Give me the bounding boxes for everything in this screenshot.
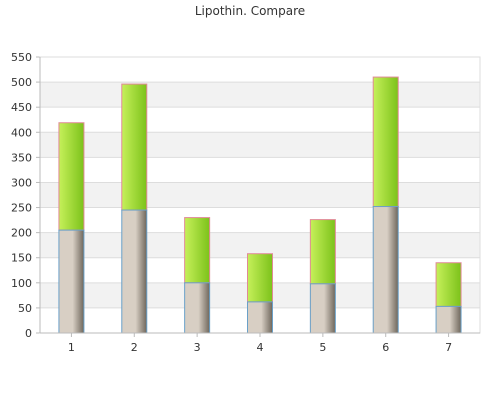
x-tick-label: 4	[257, 341, 264, 354]
bar-segment-bottom	[372, 206, 399, 334]
bar-segment-bottom	[309, 283, 336, 334]
bar-segment-top	[247, 253, 273, 303]
y-tick-label: 100	[11, 277, 32, 290]
x-tick-label: 3	[194, 341, 201, 354]
x-tick-label: 1	[68, 341, 75, 354]
grid-band	[40, 132, 480, 158]
y-tick-labels: 0 50 100 150 200 250 300 350 400 450 500 550	[11, 51, 32, 340]
bar-segment-top	[435, 262, 462, 307]
bar-segment-bottom	[121, 209, 148, 334]
plot-bands	[40, 82, 480, 308]
chart-title: Lipothin. Compare	[194, 4, 306, 18]
y-tick-label: 400	[11, 126, 32, 139]
x-tick-label: 6	[382, 341, 389, 354]
bar-segment-bottom	[247, 301, 273, 334]
bar-segment-top	[184, 217, 211, 284]
y-tick-label: 0	[25, 327, 32, 340]
bar-segment-top	[309, 219, 336, 285]
bar-segment-bottom	[58, 229, 85, 334]
y-tick-label: 550	[11, 51, 32, 64]
bar-segment-bottom	[435, 305, 462, 334]
y-tick-label: 50	[18, 302, 32, 315]
y-tick-label: 500	[11, 76, 32, 89]
bar-segment-bottom	[184, 282, 211, 334]
grid-band	[40, 182, 480, 208]
y-tick-label: 150	[11, 252, 32, 265]
y-tick-label: 450	[11, 101, 32, 114]
y-tick-label: 250	[11, 202, 32, 215]
bar-segment-top	[121, 83, 148, 211]
y-tick-label: 200	[11, 227, 32, 240]
bar-segment-top	[58, 122, 85, 231]
y-tick-label: 300	[11, 176, 32, 189]
y-tick-label: 350	[11, 151, 32, 164]
x-tick-label: 5	[319, 341, 326, 354]
bar-segment-top	[372, 76, 399, 208]
x-tick-labels: 1 2 3 4 5 6 7	[68, 333, 452, 354]
bars	[58, 76, 462, 334]
x-tick-label: 2	[131, 341, 138, 354]
grid-band	[40, 82, 480, 108]
x-tick-label: 7	[445, 341, 452, 354]
